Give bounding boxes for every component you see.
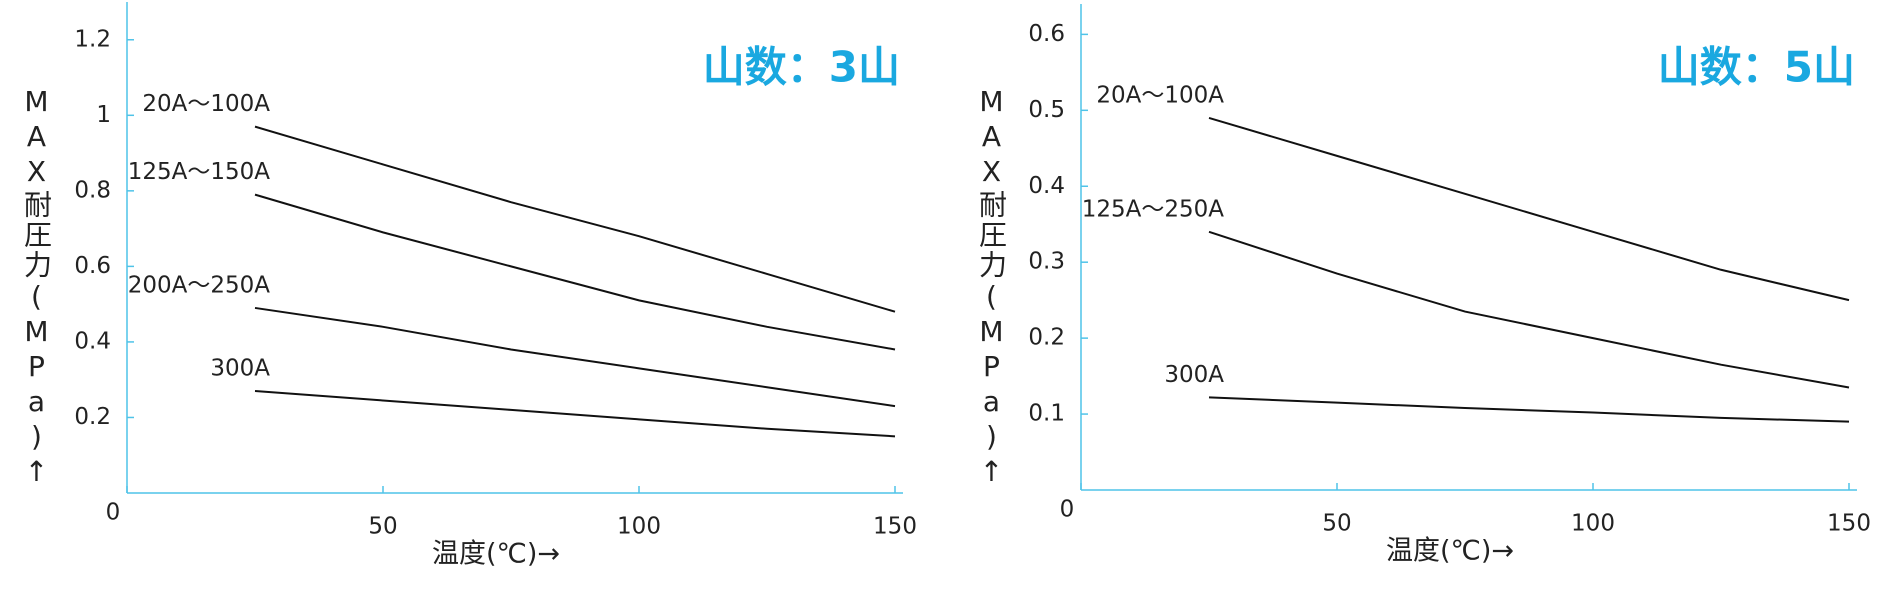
x-tick-label: 100 [617,514,661,540]
chart-title: 山数：5山 [1658,43,1855,92]
series-line [254,306,896,408]
series-line [1208,396,1850,423]
x-tick-label: 100 [1571,511,1615,537]
x-tick-label: 150 [1827,511,1871,537]
y-tick-label: 0.1 [1028,401,1065,427]
series-line [254,193,896,351]
series-line [1208,116,1850,302]
series-line [1208,230,1850,389]
series-label: 125A～250A [1082,196,1225,222]
chart-title: 山数：3山 [703,43,900,92]
x-axis-label: 温度(℃)→ [1386,536,1514,567]
series-label: 20A～100A [1096,82,1224,108]
x-axis-label: 温度(℃)→ [432,539,560,570]
y-tick-label: 0.4 [74,328,111,354]
y-tick-label: 0.6 [74,253,111,279]
series-label: 300A [210,356,270,382]
y-tick-label: 0.4 [1028,173,1065,199]
x-tick-label: 50 [368,514,397,540]
y-axis-label: MAX耐圧力(MPa)↑ [20,85,53,490]
series-label: 125A～150A [128,159,271,185]
y-tick-label: 1 [96,102,111,128]
y-tick-label: 0.2 [74,404,111,430]
y-tick-label: 0.8 [74,177,111,203]
y-tick-label: 1.2 [74,26,111,52]
y-tick-label: 0.2 [1028,325,1065,351]
x-tick-label: 150 [873,514,917,540]
series-line [254,390,896,438]
y-axis-label: MAX耐圧力(MPa)↑ [975,85,1008,490]
series-label: 20A～100A [142,91,270,117]
x-tick-label: 0 [1060,497,1075,523]
y-tick-label: 0.6 [1028,21,1065,47]
series-label: 200A～250A [128,272,271,298]
series-label: 300A [1164,362,1224,388]
x-tick-label: 50 [1322,511,1351,537]
x-tick-label: 0 [106,500,121,526]
series-line [254,125,896,313]
y-tick-label: 0.5 [1028,97,1065,123]
y-tick-label: 0.3 [1028,249,1065,275]
